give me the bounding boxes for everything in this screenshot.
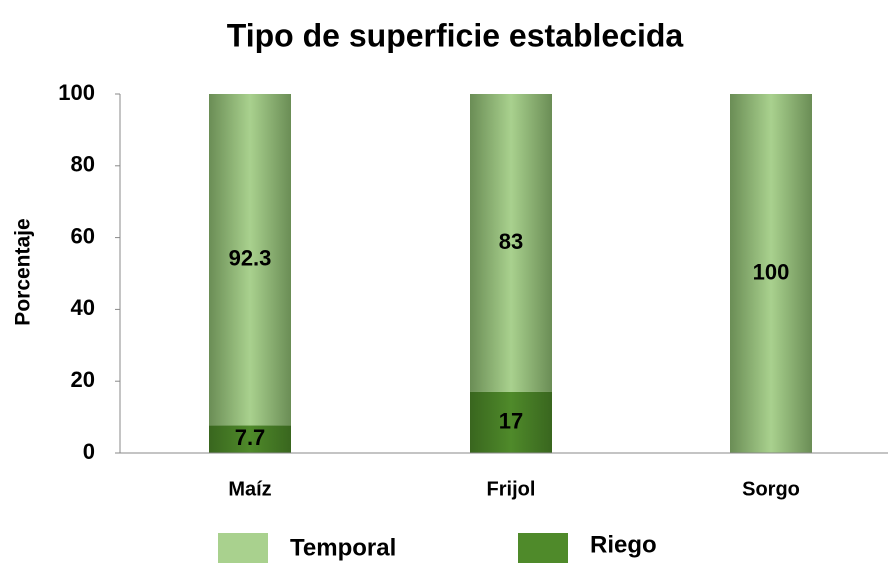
bar-shade <box>209 94 291 426</box>
y-tick-label: 80 <box>71 152 95 177</box>
data-label: 100 <box>753 259 790 284</box>
legend-label: Temporal <box>290 534 396 561</box>
y-tick-label: 0 <box>83 439 95 464</box>
y-axis-label: Porcentaje <box>12 218 35 325</box>
bar-shade <box>730 94 812 453</box>
y-tick-label: 20 <box>71 367 95 392</box>
data-label: 83 <box>499 229 523 254</box>
y-tick-label: 40 <box>71 295 95 320</box>
y-tick-label: 100 <box>58 80 95 105</box>
data-label: 7.7 <box>235 425 266 450</box>
legend-swatch <box>518 533 568 563</box>
x-tick-label: Sorgo <box>742 478 800 500</box>
x-tick-label: Frijol <box>487 478 536 500</box>
legend-swatch <box>218 533 268 563</box>
data-label: 92.3 <box>229 245 272 270</box>
bar-shade <box>209 425 291 453</box>
y-tick-label: 60 <box>71 223 95 248</box>
bar-shade <box>470 391 552 453</box>
x-tick-label: Maíz <box>228 478 271 500</box>
chart-title: Tipo de superficie establecida <box>227 17 684 53</box>
bar-shade <box>470 94 552 392</box>
data-label: 17 <box>499 408 523 433</box>
legend-label: Riego <box>590 531 657 558</box>
